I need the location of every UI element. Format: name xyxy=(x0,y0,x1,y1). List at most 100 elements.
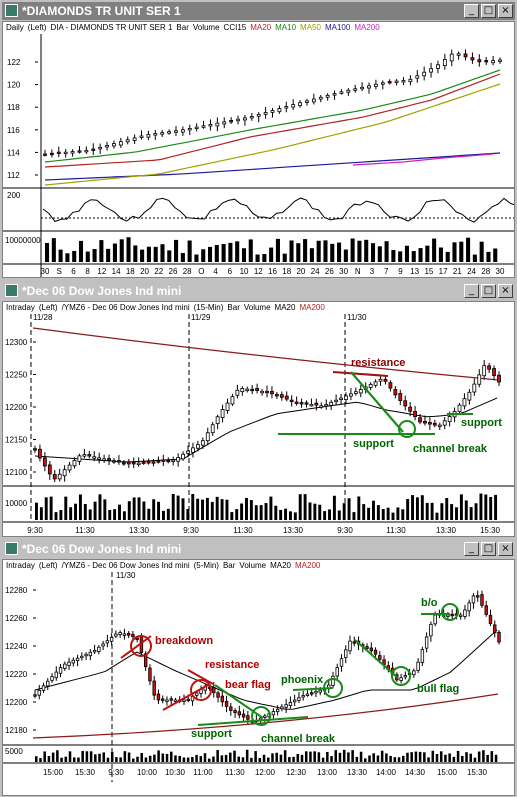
volume-bar xyxy=(83,504,87,520)
window-titlebar[interactable]: *Dec 06 Dow Jones Ind mini _ □ × xyxy=(2,540,515,558)
volume-bar xyxy=(465,752,468,762)
price-bar xyxy=(493,624,497,634)
volume-bar xyxy=(420,495,424,520)
price-bar xyxy=(349,393,353,397)
price-bar xyxy=(329,401,334,406)
volume-bar xyxy=(469,507,473,520)
price-bar xyxy=(408,406,413,412)
price-bar xyxy=(294,401,299,404)
maximize-button[interactable]: □ xyxy=(481,284,496,298)
volume-bar xyxy=(364,758,367,762)
price-bar xyxy=(135,637,139,640)
five-min-price-chart: 12280 12260 12240 12220 12200 12180 11/30 break… xyxy=(3,571,514,782)
chart-area: Intraday (Left)/YMZ6 - Dec 06 Dow Jones I… xyxy=(2,301,515,537)
x-tick-label: 9 xyxy=(398,267,403,276)
window-titlebar[interactable]: *Dec 06 Dow Jones Ind mini _ □ × xyxy=(2,282,515,300)
close-button[interactable]: × xyxy=(498,4,513,18)
price-bar xyxy=(332,93,337,96)
volume-bar xyxy=(194,254,199,262)
minimize-button[interactable]: _ xyxy=(464,4,479,18)
volume-bar xyxy=(241,757,245,762)
price-bar xyxy=(131,462,136,465)
price-bar xyxy=(442,59,447,66)
volume-bar xyxy=(133,245,138,262)
price-bar xyxy=(492,368,496,377)
volume-bar xyxy=(140,752,143,762)
price-bar xyxy=(346,89,351,93)
volume-bar xyxy=(240,503,244,520)
price-bar xyxy=(91,148,96,151)
header-volume: Volume xyxy=(239,561,267,570)
header-interval: Intraday xyxy=(6,561,35,570)
price-bar xyxy=(398,393,403,402)
volume-bar xyxy=(337,510,341,520)
volume-bar xyxy=(418,248,423,262)
volume-bar xyxy=(207,246,213,262)
window-titlebar[interactable]: *DIAMONDS TR UNIT SER 1 _ □ × xyxy=(2,2,515,20)
price-bar xyxy=(284,704,288,708)
price-bar xyxy=(301,695,305,698)
price-tick-label: 12200 xyxy=(5,698,28,707)
chart-window-icon xyxy=(5,284,18,297)
price-bar xyxy=(245,388,250,392)
close-button[interactable]: × xyxy=(498,542,513,556)
volume-bar xyxy=(85,751,89,762)
ma-label-ma200: MA200 xyxy=(299,303,325,312)
price-bar xyxy=(33,694,37,697)
price-bar xyxy=(271,711,276,716)
price-bar xyxy=(305,693,310,696)
price-bar xyxy=(256,114,261,117)
price-bar xyxy=(139,135,144,138)
x-tick-label: N xyxy=(355,267,361,276)
ma-legend: MA20 MA200 xyxy=(275,303,329,312)
maximize-button[interactable]: □ xyxy=(481,542,496,556)
price-bar xyxy=(472,383,477,393)
volume-bar xyxy=(377,246,382,262)
volume-bar xyxy=(282,253,287,262)
minimize-button[interactable]: _ xyxy=(464,284,479,298)
volume-bar xyxy=(51,752,55,762)
price-tick-label: 112 xyxy=(7,171,20,180)
volume-bar xyxy=(355,756,359,762)
price-bar xyxy=(334,399,339,403)
volume-bar xyxy=(482,750,485,762)
price-bar xyxy=(195,444,200,449)
volume-bar xyxy=(293,512,297,520)
volume-bar xyxy=(350,238,355,262)
channel-line xyxy=(350,371,404,433)
x-tick-label: 8 xyxy=(85,267,90,276)
x-tick-label: 20 xyxy=(296,267,305,276)
volume-bar xyxy=(292,756,295,762)
price-bar xyxy=(101,643,105,647)
price-bar xyxy=(467,391,472,401)
price-tick-label: 12280 xyxy=(5,586,28,595)
volume-bar xyxy=(283,750,287,762)
volume-bar xyxy=(274,505,278,520)
volume-bar xyxy=(181,498,185,520)
volume-bar xyxy=(397,757,401,762)
minimize-button[interactable]: _ xyxy=(464,542,479,556)
price-bar xyxy=(482,365,487,377)
price-bar xyxy=(102,458,107,461)
volume-bar xyxy=(74,503,78,520)
volume-bar xyxy=(271,753,274,762)
price-bar xyxy=(480,594,484,606)
maximize-button[interactable]: □ xyxy=(481,4,496,18)
price-bar xyxy=(297,697,301,701)
price-bar xyxy=(442,420,447,426)
volume-bar xyxy=(342,749,346,762)
volume-bar xyxy=(432,238,437,262)
volume-bar xyxy=(35,502,38,520)
volume-bar xyxy=(372,753,375,762)
price-bar xyxy=(46,680,50,687)
volume-bar xyxy=(254,505,258,520)
price-bar xyxy=(339,91,344,94)
channel-break-circle xyxy=(398,420,416,438)
ma-label-ma200: MA200 xyxy=(354,23,380,32)
close-button[interactable]: × xyxy=(498,284,513,298)
price-bar xyxy=(107,458,111,461)
price-tick-label: 12180 xyxy=(5,726,28,735)
price-bar xyxy=(374,83,378,87)
volume-tick-label: 5000 xyxy=(5,747,23,756)
volume-bar xyxy=(201,249,206,262)
